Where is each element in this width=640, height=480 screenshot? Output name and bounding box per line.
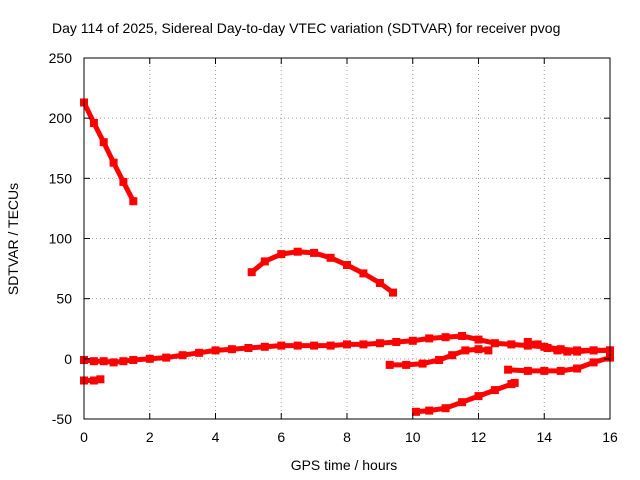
data-point (89, 119, 98, 127)
x-tick-label: 6 (277, 429, 285, 445)
data-point (474, 392, 483, 401)
data-point (293, 247, 302, 256)
data-point (310, 341, 319, 350)
data-point (523, 366, 532, 375)
data-point (310, 248, 319, 257)
data-point (211, 346, 220, 355)
data-point (129, 356, 138, 364)
data-point (589, 346, 598, 355)
data-point (178, 351, 187, 360)
data-point (458, 332, 467, 340)
data-point (109, 358, 118, 367)
data-point (326, 341, 335, 350)
data-point (359, 340, 368, 349)
x-tick-label: 10 (405, 429, 421, 445)
data-point (589, 358, 598, 367)
data-point (425, 406, 434, 415)
data-point (533, 340, 542, 349)
data-point (227, 345, 236, 354)
chart-title: Day 114 of 2025, Sidereal Day-to-day VTE… (52, 20, 560, 36)
data-point (474, 335, 483, 344)
data-point (402, 360, 411, 369)
data-point (490, 386, 499, 395)
data-point (458, 398, 467, 407)
x-tick-label: 4 (212, 429, 220, 445)
data-point (343, 261, 351, 269)
data-point (435, 356, 444, 364)
y-tick-label: 250 (49, 50, 73, 66)
data-point (448, 351, 457, 360)
data-point (277, 341, 286, 350)
data-point (145, 354, 154, 363)
x-axis-label: GPS time / hours (291, 457, 398, 473)
data-point (425, 334, 434, 343)
data-point (408, 336, 417, 345)
data-point (504, 365, 513, 374)
y-tick-label: 200 (49, 110, 73, 126)
data-point (260, 257, 269, 266)
data-point (343, 340, 351, 349)
y-tick-label: 150 (49, 170, 73, 186)
data-point (441, 333, 450, 342)
data-point (359, 269, 368, 278)
data-point (99, 138, 108, 147)
data-point (392, 338, 401, 346)
data-point (244, 344, 253, 352)
data-point (109, 158, 118, 167)
data-point (293, 341, 302, 350)
grid (84, 58, 610, 419)
data-point (573, 347, 582, 356)
data-point (89, 357, 98, 366)
x-tick-label: 12 (471, 429, 487, 445)
data-point (119, 357, 128, 366)
y-tick-label: 100 (49, 231, 73, 247)
data-point (260, 342, 269, 351)
data-point (412, 407, 420, 416)
data-point (89, 376, 98, 385)
x-tick-label: 16 (602, 429, 618, 445)
data-point (247, 268, 256, 277)
y-tick-label: 0 (64, 351, 72, 367)
y-tick-labels: -50 0 50 100 150 200 250 (49, 50, 73, 427)
data-point (510, 378, 519, 387)
data-point (540, 366, 549, 375)
data-point (375, 339, 384, 348)
data-point (441, 404, 450, 413)
data-point (461, 346, 470, 355)
data-point (195, 348, 204, 357)
tick-marks (83, 57, 611, 420)
data-point (326, 253, 335, 262)
data-point (474, 345, 483, 354)
data-point (484, 346, 493, 355)
x-tick-label: 2 (146, 429, 154, 445)
x-tick-label: 8 (343, 429, 351, 445)
data-point (119, 177, 128, 186)
data-point (553, 346, 562, 355)
data-point (129, 197, 138, 206)
x-tick-labels: 0 2 4 6 8 10 12 14 16 (80, 429, 618, 445)
x-tick-label: 0 (80, 429, 88, 445)
data-point (573, 364, 582, 373)
y-axis-label: SDTVAR / TECUs (5, 183, 21, 295)
data-point (162, 353, 171, 362)
data-point (490, 339, 499, 348)
data-point (543, 344, 552, 352)
data-point (418, 359, 427, 368)
data-point (507, 340, 516, 349)
data-point (389, 288, 397, 297)
y-tick-label: 50 (56, 291, 72, 307)
series-arc-4 (249, 249, 396, 296)
data-point (375, 279, 384, 287)
data-point (277, 250, 286, 259)
data-point (556, 366, 565, 375)
data-point (385, 360, 394, 369)
data-point (563, 347, 572, 356)
series-arc-1 (81, 100, 136, 204)
data-point (523, 338, 532, 346)
x-tick-label: 14 (536, 429, 552, 445)
y-tick-label: -50 (52, 411, 72, 427)
data-point (96, 375, 105, 384)
data-point (99, 357, 108, 366)
